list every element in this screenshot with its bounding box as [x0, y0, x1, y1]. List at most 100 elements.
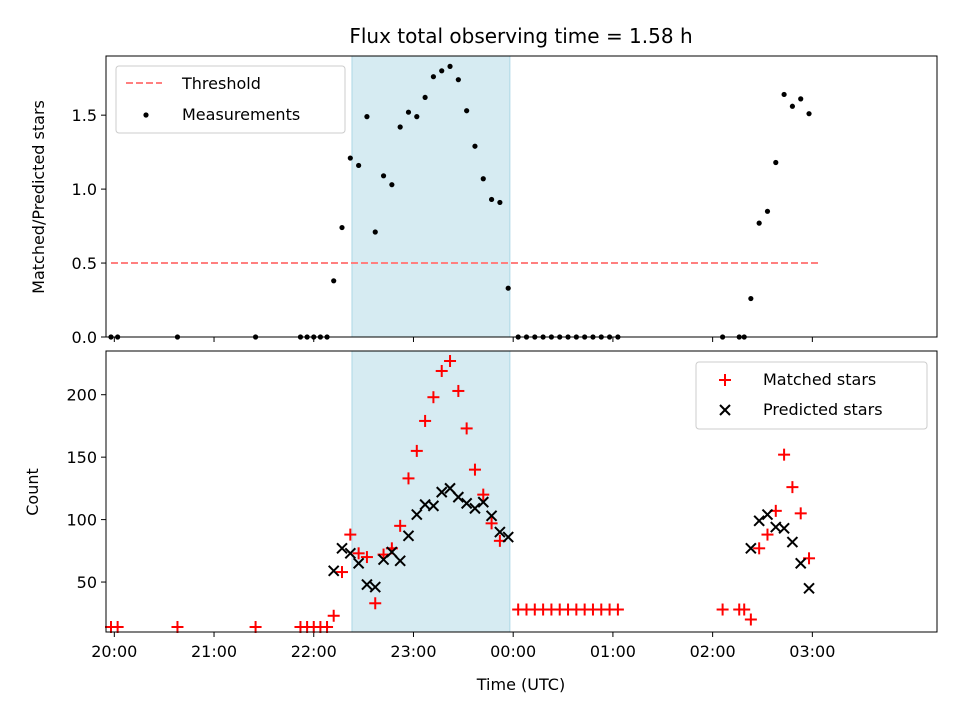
predicted-star-marker [452, 491, 465, 503]
bottom-series-group [104, 354, 816, 634]
bottom-panel: 50 100 150 200 20:00 21:00 22:00 23:00 00:00 01:0… [23, 350, 938, 694]
predicted-star-marker [778, 522, 790, 535]
x-tick-label: 03:00 [789, 642, 835, 661]
matched-star-marker [778, 448, 791, 461]
predicted-star-marker [386, 546, 398, 558]
predicted-star-marker [485, 510, 498, 522]
matched-star-marker [786, 481, 799, 494]
matched-star-marker [249, 621, 262, 634]
predicted-star-marker [502, 531, 514, 543]
matched-star-marker [716, 603, 729, 616]
matched-star-marker [611, 603, 624, 616]
matched-star-marker [369, 597, 382, 610]
x-tick-label: 22:00 [291, 642, 337, 661]
bottom-y-tick-label: 100 [66, 511, 97, 530]
measurement-point [331, 278, 337, 284]
predicted-star-marker [745, 542, 757, 555]
matched-star-marker [753, 542, 766, 555]
predicted-star-marker [786, 536, 799, 548]
predicted-star-marker [352, 557, 365, 570]
predicted-star-marker [436, 486, 448, 498]
predicted-star-marker [344, 547, 357, 560]
measurement-point [748, 295, 754, 302]
legend-predicted-label: Predicted stars [763, 400, 883, 419]
measurement-point [455, 77, 461, 83]
matched-star-marker [761, 528, 774, 541]
measurement-point [480, 176, 486, 182]
matched-star-marker [402, 472, 415, 485]
top-y-axis-label: Matched/Predicted stars [29, 100, 48, 294]
predicted-star-marker [469, 502, 481, 515]
predicted-star-marker [402, 530, 415, 542]
measurement-point [364, 114, 370, 120]
matched-star-marker [485, 517, 498, 530]
x-tick-label: 01:00 [590, 642, 636, 661]
measurement-point [422, 94, 428, 101]
legend-matched-swatch [719, 374, 731, 386]
measurement-point [380, 173, 387, 179]
predicted-star-marker [411, 508, 423, 521]
bottom-tick-group: 50 100 150 200 20:00 21:00 22:00 23:00 00:00 01:0… [66, 386, 835, 661]
matched-star-marker [744, 613, 757, 626]
predicted-star-marker [494, 526, 506, 538]
x-tick-label: 23:00 [390, 642, 436, 661]
measurement-point [773, 159, 779, 166]
matched-star-marker [427, 391, 440, 404]
measurement-point [488, 196, 495, 203]
top-legend-box [115, 65, 346, 134]
top-y-tick-label: 0.0 [72, 328, 97, 347]
matched-star-marker [738, 603, 751, 616]
matched-star-marker [344, 528, 357, 541]
bottom-y-tick-label: 200 [66, 386, 97, 405]
measurement-point [798, 96, 804, 102]
top-tick-group: 0.0 0.5 1.0 1.5 [72, 106, 813, 347]
measurement-point [505, 285, 511, 291]
predicted-star-marker [753, 515, 765, 527]
predicted-star-marker [803, 582, 815, 594]
bottom-shaded-region [351, 350, 511, 633]
measurement-point [781, 91, 787, 98]
legend-measurements-label: Measurements [182, 105, 300, 124]
legend-measurements-swatch [143, 112, 149, 118]
measurement-point [806, 111, 812, 117]
top-shaded-region [351, 55, 511, 338]
measurement-point [497, 199, 503, 206]
measurement-point [414, 114, 420, 120]
predicted-star-marker [361, 578, 373, 591]
x-axis-label: Time (UTC) [476, 675, 565, 694]
predicted-star-marker [795, 557, 807, 570]
x-tick-label: 20:00 [91, 642, 137, 661]
measurement-point [472, 143, 478, 149]
x-tick-label: 02:00 [690, 642, 736, 661]
matched-star-marker [460, 422, 473, 435]
predicted-star-marker [444, 482, 456, 495]
chart-title: Flux total observing time = 1.58 h [349, 24, 692, 48]
matched-star-marker [394, 519, 407, 532]
bottom-legend-box [695, 361, 928, 430]
measurement-point [389, 182, 395, 188]
measurement-point [356, 162, 362, 169]
measurement-point [430, 74, 437, 80]
predicted-star-marker [477, 496, 489, 508]
top-y-tick-label: 0.5 [72, 254, 97, 273]
top-panel: 0.0 0.5 1.0 1.5 Matched/Predicted stars Thr… [29, 55, 938, 347]
matched-star-marker [419, 414, 432, 427]
matched-star-marker [435, 364, 448, 377]
matched-star-marker [468, 463, 481, 476]
legend-matched-label: Matched stars [763, 370, 876, 389]
matched-star-marker [336, 566, 349, 579]
matched-star-marker [794, 507, 807, 520]
bottom-y-tick-label: 150 [66, 448, 97, 467]
measurement-point [464, 108, 470, 114]
predicted-star-marker [427, 500, 440, 512]
x-tick-label: 21:00 [191, 642, 237, 661]
predicted-star-marker [460, 497, 473, 510]
measurement-point [789, 103, 796, 109]
legend-threshold-label: Threshold [181, 74, 261, 93]
top-y-tick-label: 1.5 [72, 106, 97, 125]
matched-star-marker [111, 621, 124, 634]
measurement-point [372, 229, 378, 235]
predicted-star-marker [761, 508, 774, 521]
measurement-point [397, 124, 403, 130]
